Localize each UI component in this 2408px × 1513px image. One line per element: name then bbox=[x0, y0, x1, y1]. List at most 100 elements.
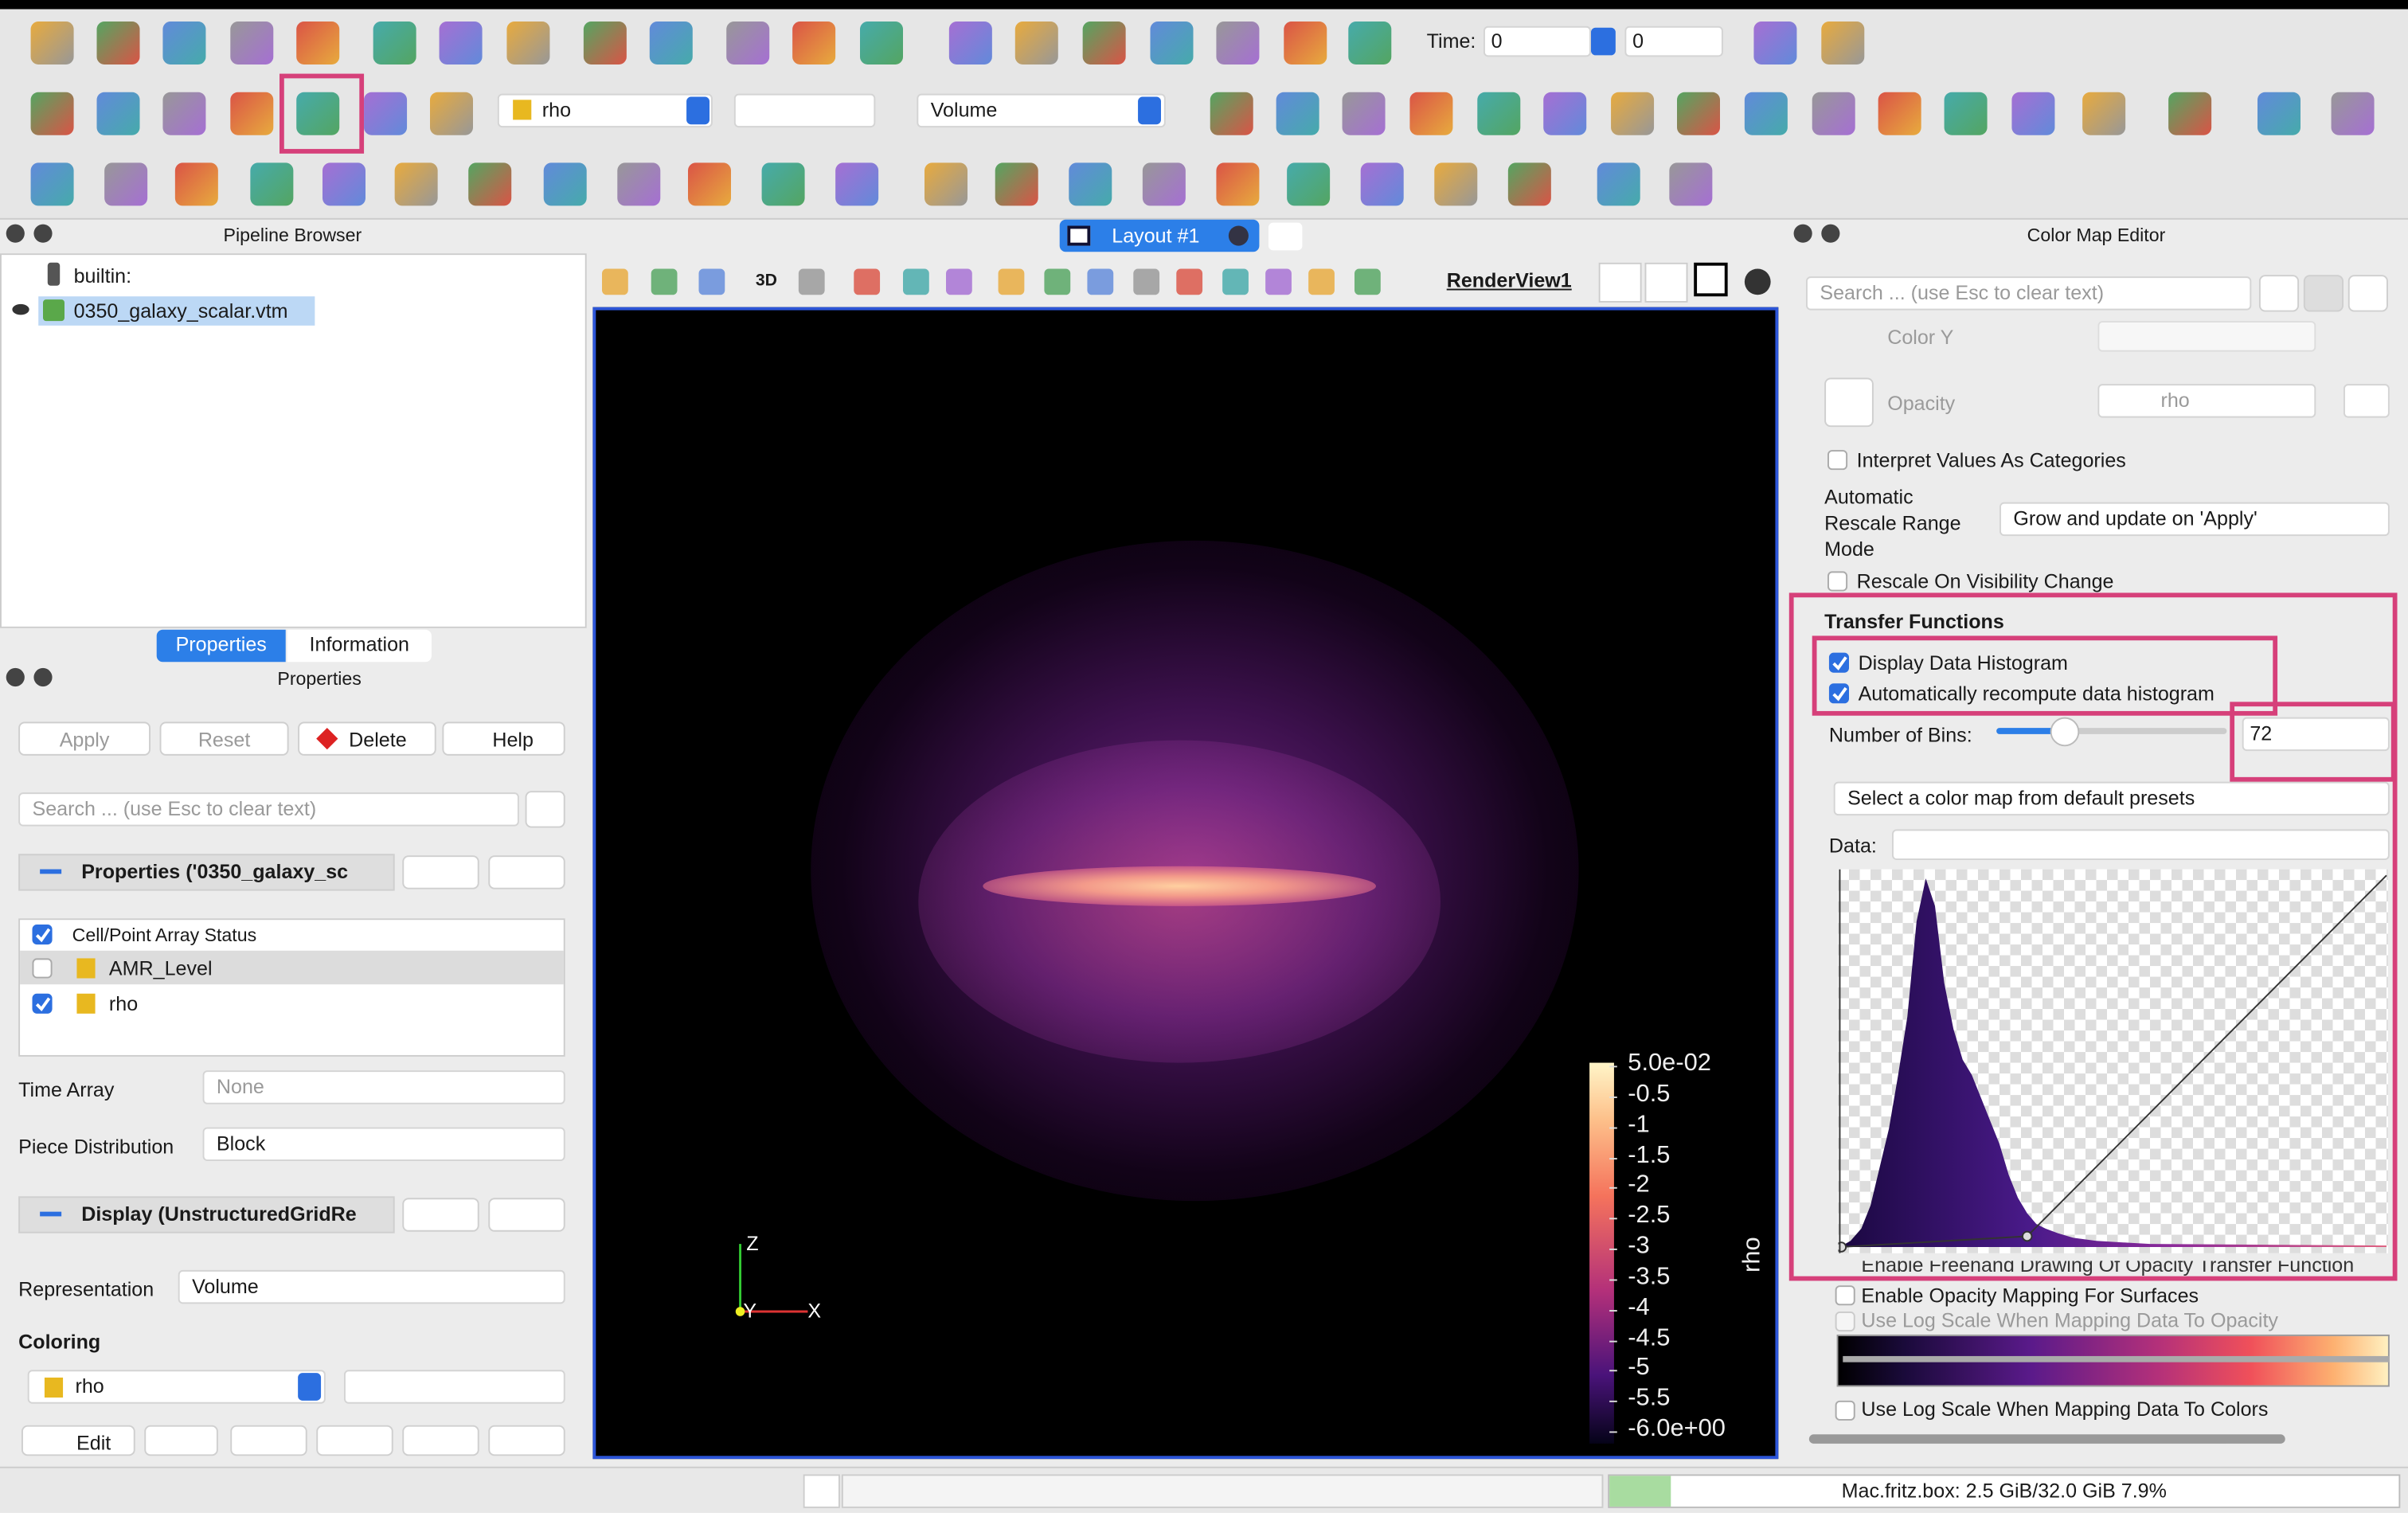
toolbar-button[interactable] bbox=[162, 92, 206, 135]
toolbar-button[interactable] bbox=[995, 162, 1038, 206]
section-header[interactable]: Display (UnstructuredGridRe bbox=[18, 1196, 395, 1233]
toolbar-button[interactable] bbox=[583, 21, 627, 65]
apply-button[interactable]: Apply bbox=[18, 721, 150, 756]
tab-active[interactable]: Properties bbox=[156, 629, 286, 663]
toolbar-button[interactable] bbox=[687, 162, 731, 206]
toolbar-button[interactable] bbox=[1342, 92, 1386, 135]
paste-button[interactable] bbox=[488, 855, 565, 889]
view-tool[interactable] bbox=[1133, 268, 1160, 295]
dropdown[interactable]: None bbox=[202, 1070, 565, 1104]
toolbar-button[interactable] bbox=[174, 162, 218, 206]
toolbar-button[interactable] bbox=[617, 162, 661, 206]
checkbox[interactable] bbox=[1828, 683, 1849, 704]
toolbar-button[interactable] bbox=[373, 21, 416, 65]
toolbar-button[interactable] bbox=[230, 92, 274, 135]
component-dropdown[interactable] bbox=[733, 93, 876, 128]
toolbar-button[interactable] bbox=[1676, 92, 1720, 135]
view-tool[interactable] bbox=[1176, 268, 1203, 295]
delete-button[interactable]: Delete bbox=[298, 721, 436, 756]
edit-button[interactable]: Edit bbox=[21, 1425, 135, 1456]
toolbar-button[interactable] bbox=[1477, 92, 1521, 135]
toolbar-button[interactable] bbox=[162, 21, 206, 65]
tab-close[interactable] bbox=[1228, 225, 1249, 246]
component-dropdown[interactable] bbox=[343, 1370, 565, 1404]
view-tool[interactable] bbox=[854, 268, 881, 295]
layout-tab[interactable]: Layout #1 bbox=[1059, 219, 1260, 252]
toolbar-button[interactable] bbox=[1142, 162, 1186, 206]
toolbar-button[interactable] bbox=[1069, 162, 1112, 206]
toolbar-button[interactable] bbox=[1014, 21, 1058, 65]
view-tool[interactable] bbox=[998, 268, 1025, 295]
panel-button[interactable] bbox=[33, 667, 53, 687]
copy-button[interactable] bbox=[402, 1198, 479, 1232]
toolbar-button[interactable] bbox=[792, 21, 836, 65]
toolbar-button[interactable] bbox=[1543, 92, 1587, 135]
dropdown[interactable]: Grow and update on 'Apply' bbox=[1999, 502, 2390, 537]
toolbar-button[interactable] bbox=[2082, 92, 2126, 135]
toolbar-button[interactable] bbox=[1210, 92, 1253, 135]
toolbar-button[interactable] bbox=[2257, 92, 2300, 135]
toolbar-button[interactable] bbox=[761, 162, 805, 206]
time-index[interactable]: 0 bbox=[1624, 25, 1723, 57]
settings-button[interactable] bbox=[2258, 275, 2300, 312]
toolbar-button[interactable] bbox=[1812, 92, 1855, 135]
dropdown[interactable]: rho bbox=[2097, 384, 2316, 418]
toolbar-button[interactable] bbox=[1753, 21, 1797, 65]
tool-button[interactable] bbox=[230, 1425, 307, 1456]
toolbar-button[interactable] bbox=[1348, 21, 1392, 65]
toolbar-button[interactable] bbox=[1082, 21, 1126, 65]
toolbar-button[interactable] bbox=[1744, 92, 1788, 135]
checkbox[interactable] bbox=[1827, 450, 1848, 471]
toolbar-button[interactable] bbox=[30, 21, 74, 65]
copy-button[interactable] bbox=[402, 855, 479, 889]
maximize[interactable] bbox=[1694, 262, 1728, 297]
checkbox[interactable] bbox=[1835, 1285, 1855, 1306]
toolbar-button[interactable] bbox=[96, 21, 140, 65]
reset-button[interactable]: Reset bbox=[159, 721, 289, 756]
time-dropdown[interactable] bbox=[1590, 27, 1616, 56]
toolbar-button[interactable] bbox=[230, 21, 274, 65]
toolbar-button[interactable] bbox=[1150, 21, 1194, 65]
toolbar-button[interactable] bbox=[1507, 162, 1551, 206]
search-field[interactable]: Search ... (use Esc to clear text) bbox=[1805, 276, 2252, 311]
checkbox[interactable] bbox=[1827, 571, 1848, 592]
toolbar-button[interactable] bbox=[296, 92, 340, 135]
search-field[interactable]: Search ... (use Esc to clear text) bbox=[18, 792, 519, 827]
close-view[interactable] bbox=[1744, 268, 1771, 295]
toolbar-button[interactable] bbox=[1434, 162, 1478, 206]
component-dropdown[interactable] bbox=[2343, 384, 2390, 418]
checkbox[interactable] bbox=[1835, 1311, 1855, 1332]
view-tool[interactable] bbox=[1087, 268, 1114, 295]
time-field[interactable]: 0 bbox=[1483, 25, 1591, 57]
panel-button[interactable] bbox=[6, 224, 25, 243]
palette-button[interactable] bbox=[2347, 275, 2388, 312]
toolbar-button[interactable] bbox=[104, 162, 148, 206]
toolbar-button[interactable] bbox=[543, 162, 587, 206]
dropdown[interactable]: Volume bbox=[178, 1269, 565, 1304]
toolbar-button[interactable] bbox=[1944, 92, 1988, 135]
toolbar-button[interactable] bbox=[30, 92, 74, 135]
toolbar-button[interactable] bbox=[2168, 92, 2212, 135]
tool-button[interactable] bbox=[316, 1425, 393, 1456]
toolbar-button[interactable] bbox=[649, 21, 693, 65]
toolbar-button[interactable] bbox=[1276, 92, 1319, 135]
toolbar-button[interactable] bbox=[296, 21, 340, 65]
tool-button[interactable] bbox=[402, 1425, 479, 1456]
add-tab[interactable] bbox=[1268, 222, 1303, 251]
panel-button[interactable] bbox=[6, 667, 25, 687]
palette-button[interactable] bbox=[2303, 275, 2344, 312]
toolbar-button[interactable] bbox=[30, 162, 74, 206]
toolbar-button[interactable] bbox=[1360, 162, 1404, 206]
representation-dropdown[interactable]: Volume bbox=[917, 93, 1166, 128]
view-tool[interactable] bbox=[1354, 268, 1381, 295]
toolbar-button[interactable] bbox=[835, 162, 879, 206]
select-all-checkbox[interactable] bbox=[32, 924, 53, 945]
toolbar-button[interactable] bbox=[96, 92, 140, 135]
toolbar-button[interactable] bbox=[1216, 162, 1260, 206]
toolbar-button[interactable] bbox=[2011, 92, 2055, 135]
toolbar-button[interactable] bbox=[726, 21, 770, 65]
help-button[interactable]: Help bbox=[442, 721, 565, 756]
view-tool[interactable] bbox=[601, 268, 628, 295]
view-tool[interactable] bbox=[698, 268, 725, 295]
tool-button[interactable] bbox=[488, 1425, 565, 1456]
